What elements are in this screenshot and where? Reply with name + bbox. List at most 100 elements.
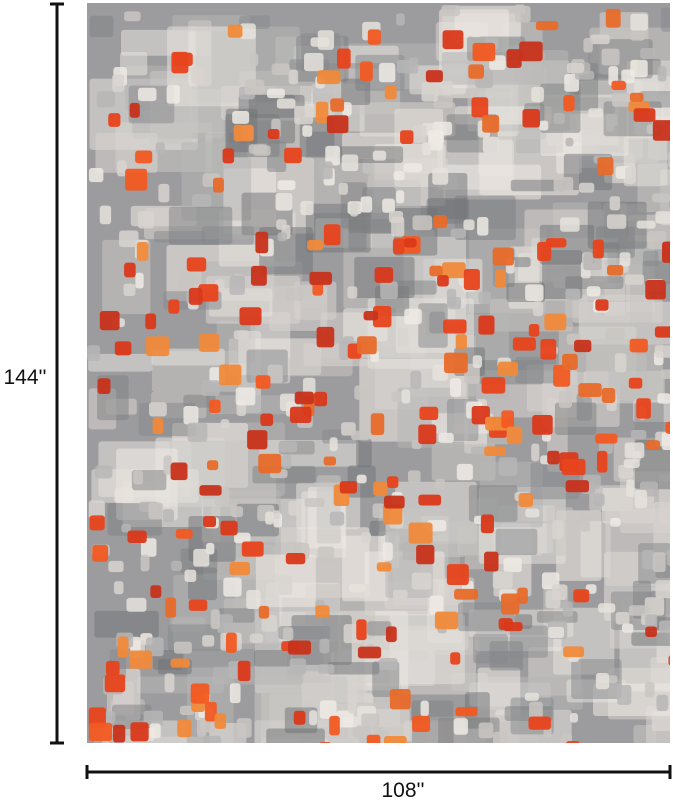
pattern-patch [323, 224, 341, 246]
pattern-patch [642, 250, 659, 267]
pattern-patch [163, 455, 172, 475]
pattern-patch [657, 66, 667, 82]
pattern-patch [480, 514, 494, 534]
pattern-patch [184, 569, 197, 583]
pattern-patch [396, 190, 405, 204]
pattern-patch [473, 634, 508, 664]
pattern-patch [254, 649, 292, 667]
pattern-patch [645, 279, 666, 300]
pattern-patch [289, 658, 306, 675]
pattern-patch [315, 101, 329, 123]
pattern-patch [126, 597, 147, 612]
pattern-patch [130, 722, 149, 742]
pattern-patch [539, 120, 549, 131]
pattern-patch [249, 633, 264, 643]
pattern-patch [198, 284, 219, 302]
pattern-patch [463, 219, 475, 231]
pattern-patch [213, 177, 224, 193]
pattern-patch [277, 232, 288, 242]
pattern-patch [403, 238, 417, 248]
pattern-patch [645, 626, 657, 638]
pattern-patch [348, 697, 357, 714]
pattern-patch [668, 141, 670, 153]
pattern-patch [578, 182, 595, 193]
pattern-patch [503, 622, 523, 632]
pattern-patch [354, 385, 368, 400]
pattern-patch [656, 694, 669, 711]
pattern-patch [255, 375, 271, 389]
pattern-patch [515, 356, 556, 384]
pattern-patch [225, 632, 237, 653]
pattern-patch [124, 262, 136, 278]
pattern-patch [92, 544, 109, 562]
pattern-patch [419, 406, 439, 420]
pattern-patch [319, 700, 337, 719]
pattern-patch [170, 658, 190, 668]
pattern-patch [558, 390, 572, 408]
pattern-patch [544, 313, 567, 331]
pattern-patch [492, 247, 514, 266]
pattern-patch [356, 474, 367, 484]
pattern-patch [168, 299, 180, 314]
pattern-patch [99, 311, 120, 331]
pattern-patch [254, 676, 348, 739]
pattern-patch [624, 442, 645, 459]
pattern-patch [528, 323, 540, 337]
width-dimension: 108'' [85, 765, 672, 800]
pattern-patch [327, 662, 380, 675]
pattern-patch [188, 287, 203, 305]
pattern-patch [531, 443, 540, 462]
pattern-patch [622, 623, 634, 633]
pattern-patch [402, 541, 418, 561]
pattern-patch [522, 108, 540, 128]
pattern-patch [464, 363, 480, 384]
pattern-patch [394, 741, 413, 743]
pattern-patch [203, 516, 217, 527]
pattern-patch [506, 49, 522, 69]
pattern-patch [255, 231, 269, 254]
pattern-patch [360, 196, 373, 213]
pattern-patch [441, 262, 466, 279]
pattern-patch [601, 388, 616, 403]
pattern-patch [518, 492, 534, 507]
pattern-patch [214, 713, 227, 729]
pattern-patch [397, 327, 409, 347]
pattern-patch [619, 252, 631, 267]
pattern-patch [177, 719, 192, 738]
pattern-patch [259, 227, 313, 275]
pattern-patch [302, 308, 321, 321]
pattern-patch [412, 215, 433, 231]
pattern-patch [210, 609, 220, 629]
pattern-patch [403, 163, 422, 173]
pattern-patch [384, 85, 397, 100]
pattern-patch [356, 438, 372, 468]
pattern-patch [370, 413, 385, 436]
pattern-patch [135, 272, 144, 289]
pattern-patch [590, 34, 610, 45]
pattern-patch [416, 544, 435, 565]
pattern-patch [497, 361, 518, 377]
pattern-patch [316, 326, 335, 348]
pattern-patch [517, 587, 528, 604]
pattern-patch [267, 364, 283, 384]
pattern-patch [554, 402, 597, 436]
pattern-patch [164, 673, 175, 693]
pattern-patch [435, 81, 454, 96]
pattern-patch [629, 338, 648, 353]
pattern-patch [369, 520, 386, 537]
pattern-patch [642, 260, 670, 284]
pattern-patch [378, 62, 396, 83]
pattern-patch [565, 288, 581, 301]
pattern-patch [227, 24, 243, 38]
pattern-patch [372, 661, 400, 697]
pattern-patch [442, 30, 464, 50]
pattern-patch [379, 657, 398, 671]
label-bg [370, 776, 436, 800]
pattern-patch [329, 511, 345, 526]
pattern-patch [372, 503, 385, 518]
pattern-patch [114, 487, 134, 503]
pattern-patch [233, 124, 254, 142]
pattern-patch [433, 94, 453, 109]
pattern-patch [276, 98, 296, 109]
pattern-patch [532, 415, 553, 435]
